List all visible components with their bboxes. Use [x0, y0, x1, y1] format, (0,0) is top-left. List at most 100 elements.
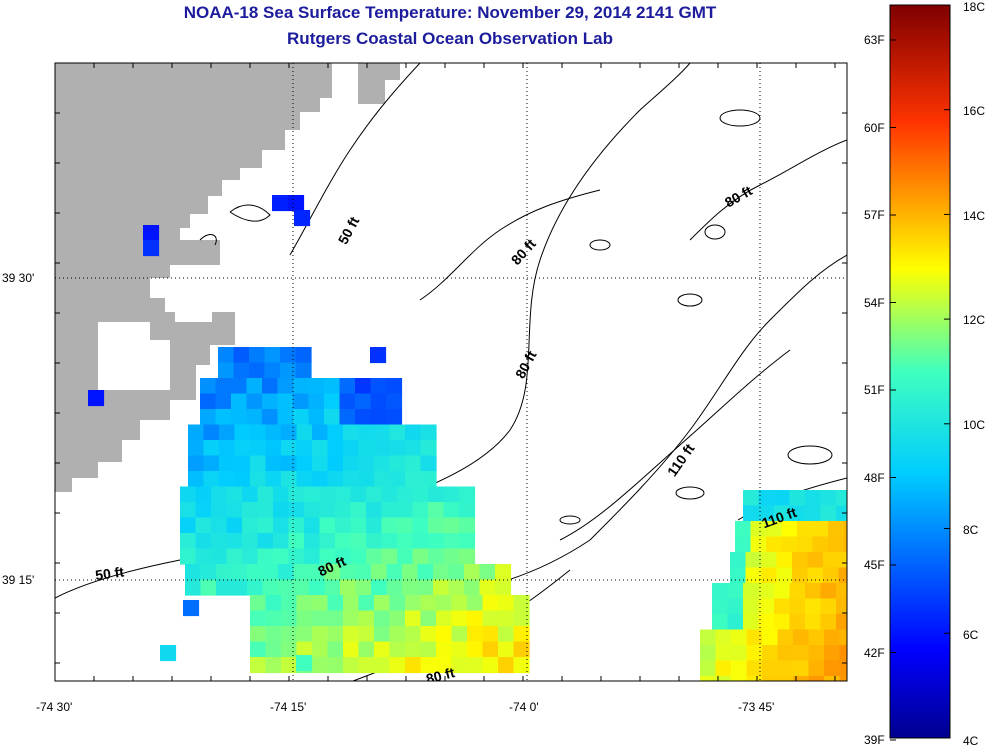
sst-cell: [762, 660, 779, 677]
sst-cell: [789, 490, 806, 507]
sst-cell: [215, 393, 232, 410]
sst-cell: [308, 409, 325, 426]
sst-cell: [312, 657, 329, 674]
sst-cell: [412, 486, 429, 503]
sst-cell: [381, 502, 398, 519]
sst-cell: [312, 641, 329, 658]
sst-cell: [250, 657, 267, 674]
sst-cell: [824, 629, 841, 646]
sst-cell: [420, 440, 437, 457]
sst-cell: [277, 409, 294, 426]
sst-cell: [231, 564, 248, 581]
sst-cell: [436, 641, 453, 658]
sst-cell: [402, 564, 419, 581]
sst-cell: [793, 676, 810, 681]
sst-cell: [467, 610, 484, 627]
sst-cell: [249, 347, 266, 364]
sst-cell: [343, 455, 360, 472]
sst-cell: [743, 614, 760, 631]
sst-cell: [374, 440, 391, 457]
sst-cell: [433, 579, 450, 596]
sst-cell: [160, 645, 177, 662]
sst-cell: [200, 409, 217, 426]
sst-cell: [412, 517, 429, 534]
sst-cell: [513, 657, 530, 674]
sst-cell: [247, 564, 264, 581]
sst-cell: [188, 471, 205, 488]
sst-cell: [797, 536, 814, 553]
sst-cell: [386, 409, 403, 426]
sst-cell: [750, 536, 767, 553]
sst-cell: [386, 564, 403, 581]
sst-cell: [296, 440, 313, 457]
sst-cell: [358, 641, 375, 658]
colorbar-f-label: 60F: [864, 121, 885, 135]
sst-cell: [293, 409, 310, 426]
sst-cell: [88, 390, 105, 407]
sst-cell: [820, 583, 837, 600]
y-tick-label: 39 30': [2, 271, 35, 285]
sst-cell: [262, 564, 279, 581]
sst-cell: [731, 660, 748, 677]
sst-cell: [250, 641, 267, 658]
sst-cell: [758, 614, 775, 631]
sst-cell: [215, 378, 232, 395]
sst-cell: [296, 424, 313, 441]
sst-cell: [203, 455, 220, 472]
sst-cell: [389, 595, 406, 612]
sst-cell: [789, 583, 806, 600]
sst-cell: [836, 583, 847, 600]
sst-cell: [417, 579, 434, 596]
colorbar-c-label: 16C: [963, 104, 986, 118]
sst-cell: [180, 486, 197, 503]
sst-cell: [420, 610, 437, 627]
sst-cell: [386, 378, 403, 395]
sst-cell: [265, 595, 282, 612]
sst-cell: [405, 424, 422, 441]
sst-cell: [820, 598, 837, 615]
map-title: NOAA-18 Sea Surface Temperature: Novembe…: [183, 3, 717, 22]
contour-label: 50 ft: [94, 563, 125, 583]
sst-cell: [265, 455, 282, 472]
sst-cell: [296, 655, 313, 672]
sst-cell: [304, 502, 321, 519]
sst-cell: [843, 536, 847, 553]
land-island-north: [358, 63, 400, 104]
sst-cell: [700, 676, 717, 681]
sst-cell: [789, 614, 806, 631]
sst-cell: [479, 579, 496, 596]
sst-cell: [335, 486, 352, 503]
sst-cell: [265, 657, 282, 674]
sst-cell: [498, 626, 515, 643]
sst-cell: [459, 517, 476, 534]
sst-cell: [262, 579, 279, 596]
sst-cell: [731, 676, 748, 681]
sst-cell: [448, 564, 465, 581]
sst-cell: [792, 552, 809, 569]
sst-cell: [762, 645, 779, 662]
sst-cell: [343, 626, 360, 643]
sst-cell: [712, 583, 729, 600]
sst-cell: [327, 440, 344, 457]
sst-cell: [433, 564, 450, 581]
sst-cell: [824, 660, 841, 677]
sst-cell: [296, 610, 313, 627]
sst-cell: [257, 548, 274, 565]
sst-cell: [265, 424, 282, 441]
sst-cell: [312, 595, 329, 612]
sst-cell: [513, 641, 530, 658]
sst-cell: [428, 533, 445, 550]
sst-cell: [389, 641, 406, 658]
sst-cell: [188, 424, 205, 441]
sst-cell: [405, 455, 422, 472]
sst-cell: [355, 378, 372, 395]
sst-cell: [715, 645, 732, 662]
sst-cell: [296, 641, 313, 658]
sst-cell: [374, 657, 391, 674]
sst-cell: [195, 533, 212, 550]
sst-cell: [513, 610, 530, 627]
sst-cell: [339, 393, 356, 410]
sst-cell: [219, 471, 236, 488]
sst-cell: [327, 424, 344, 441]
sst-cell: [700, 629, 717, 646]
